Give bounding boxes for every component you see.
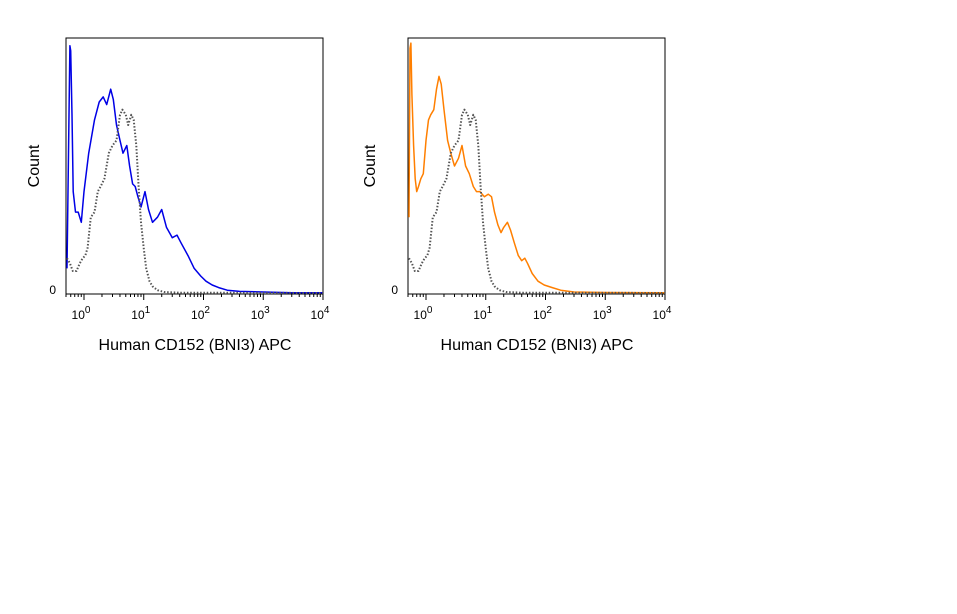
plot-frame [65,37,324,295]
x-axis-label: Human CD152 (BNI3) APC [441,337,634,354]
series-layer [66,44,324,294]
isotype-control-line [408,108,666,294]
y-axis-label: Count [26,144,43,187]
x-tick-label: 104 [311,305,330,322]
x-tick-label: 104 [653,305,672,322]
series-layer [408,42,666,294]
isotype-control-line [66,108,324,294]
x-tick-label: 103 [593,305,612,322]
y-axis-label: Count [362,144,379,187]
stained-sample-line [408,42,666,294]
x-tick-label: 103 [251,305,270,322]
y-tick-label: 0 [391,283,398,297]
plot-frame [407,37,666,295]
y-tick-label: 0 [49,283,56,297]
x-axis-label: Human CD152 (BNI3) APC [99,337,292,354]
x-tick-label: 101 [131,305,150,322]
x-tick-label: 100 [72,305,91,322]
histogram-panel-right: Count 0 Human CD152 (BNI3) APC 100 101 102… [362,37,672,354]
x-tick-label: 102 [191,305,210,322]
x-tick-label: 100 [414,305,433,322]
x-axis-ticks: 100 101 102 103 104 [65,294,330,322]
x-axis-ticks: 100 101 102 103 104 [407,294,672,322]
stained-sample-line [66,44,323,294]
histogram-panel-left: Count 0 Human CD152 (BNI3) APC 100 101 102… [26,37,330,354]
x-tick-label: 101 [473,305,492,322]
x-tick-label: 102 [533,305,552,322]
